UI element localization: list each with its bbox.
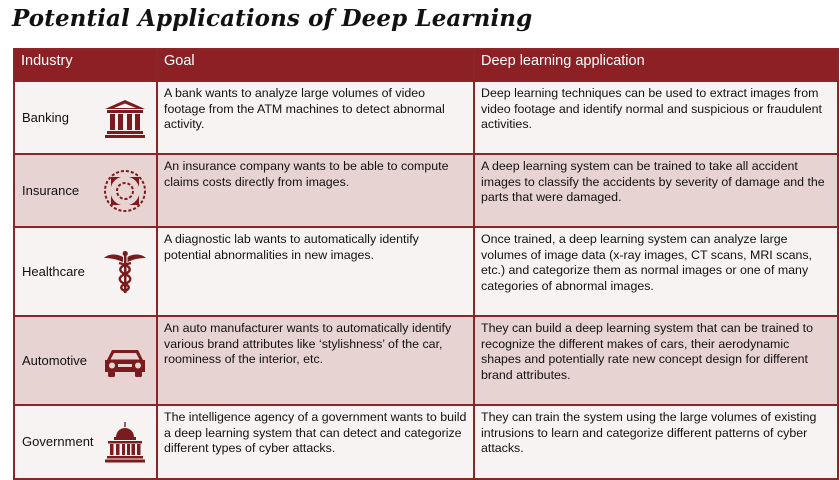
goal-cell: A diagnostic lab wants to automatically … [156,226,475,317]
goal-cell: The intelligence agency of a government … [156,404,475,480]
page-title: Potential Applications of Deep Learning [12,5,533,32]
table-row: Automotive An auto manufacturer w [13,315,839,406]
goal-cell: A bank wants to analyze large volumes of… [156,80,475,155]
application-cell: They can build a deep learning system th… [473,315,839,406]
application-cell: A deep learning system can be trained to… [473,153,839,228]
goal-cell: An auto manufacturer wants to automatica… [156,315,475,406]
header-goal: Goal [156,48,475,82]
table-row: Government [13,404,839,480]
industry-label: Insurance [22,182,80,198]
industry-label: Healthcare [22,263,85,279]
header-application: Deep learning application [473,48,839,82]
applications-table: Industry Goal Deep learning application … [13,48,839,480]
application-cell: Deep learning techniques can be used to … [473,80,839,155]
industry-cell: Insurance [13,153,158,228]
application-cell: Once trained, a deep learning system can… [473,226,839,317]
header-industry: Industry [13,48,158,82]
industry-label: Government [22,434,94,450]
industry-cell: Automotive [13,315,158,406]
car-icon [105,349,145,377]
goal-cell: An insurance company wants to be able to… [156,153,475,228]
table-row: Insurance An ins [13,153,839,228]
capitol-icon [105,422,145,463]
table-row: Healthcare A d [13,226,839,317]
table-row: Banking [13,80,839,155]
caduceus-icon [104,250,146,293]
industry-label: Banking [22,109,69,125]
industry-cell: Banking [13,80,158,155]
industry-cell: Government [13,404,158,480]
table-header-row: Industry Goal Deep learning application [13,48,839,82]
industry-label: Automotive [22,352,88,368]
life-ring-icon [104,169,146,212]
industry-cell: Healthcare [13,226,158,317]
application-cell: They can train the system using the larg… [473,404,839,480]
bank-icon [105,99,145,138]
